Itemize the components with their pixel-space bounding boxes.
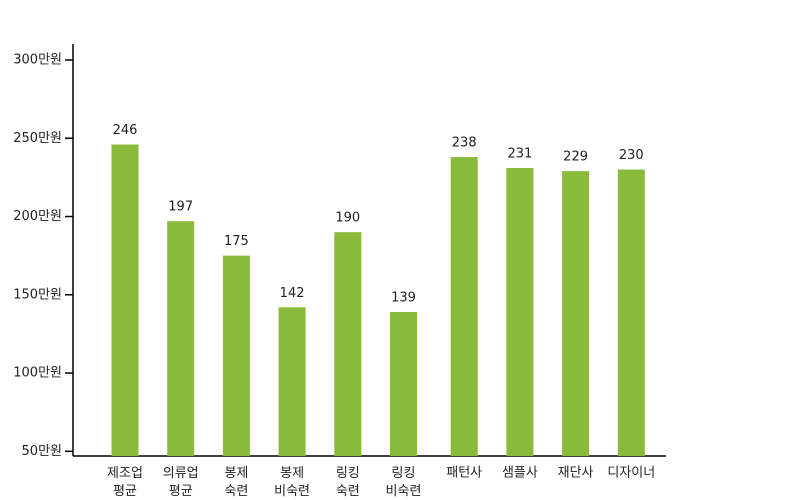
x-tick-label: 제조업 평균 xyxy=(107,466,143,499)
bar xyxy=(562,171,590,456)
value-label: 230 xyxy=(619,148,644,163)
value-label: 190 xyxy=(335,211,360,226)
y-tick-label: 50만원 xyxy=(22,444,62,459)
x-tick-label: 봉제 숙련 xyxy=(224,466,248,499)
bar xyxy=(506,168,534,456)
bar xyxy=(390,312,417,456)
bar xyxy=(617,169,645,456)
value-label: 197 xyxy=(168,200,193,215)
value-label: 229 xyxy=(563,150,588,165)
x-tick-label: 의류업 평균 xyxy=(163,466,199,499)
value-label: 246 xyxy=(113,123,138,138)
bar xyxy=(111,144,139,457)
x-tick-label: 재단사 xyxy=(558,466,594,481)
y-tick-label: 250만원 xyxy=(13,131,62,146)
y-tick-label: 100만원 xyxy=(13,366,62,381)
y-tick-label: 200만원 xyxy=(13,209,62,224)
value-label: 238 xyxy=(452,136,477,151)
bar xyxy=(222,255,250,456)
x-tick-label: 링킹 숙련 xyxy=(336,466,360,499)
x-tick-label: 봉제 비숙련 xyxy=(274,466,310,499)
value-label: 142 xyxy=(280,286,305,301)
y-tick-label: 300만원 xyxy=(13,53,62,68)
bar xyxy=(450,157,478,457)
x-tick-label: 샘플사 xyxy=(502,466,538,481)
x-tick-label: 패턴사 xyxy=(446,466,482,481)
bar xyxy=(167,221,195,456)
y-tick-label: 150만원 xyxy=(13,287,62,302)
x-tick-label: 디자이너 xyxy=(607,466,655,481)
value-label: 231 xyxy=(507,147,532,162)
value-label: 139 xyxy=(391,291,416,306)
value-label: 175 xyxy=(224,234,249,249)
bar xyxy=(278,307,306,456)
bar xyxy=(334,232,362,456)
x-tick-label: 링킹 비숙련 xyxy=(386,466,422,499)
